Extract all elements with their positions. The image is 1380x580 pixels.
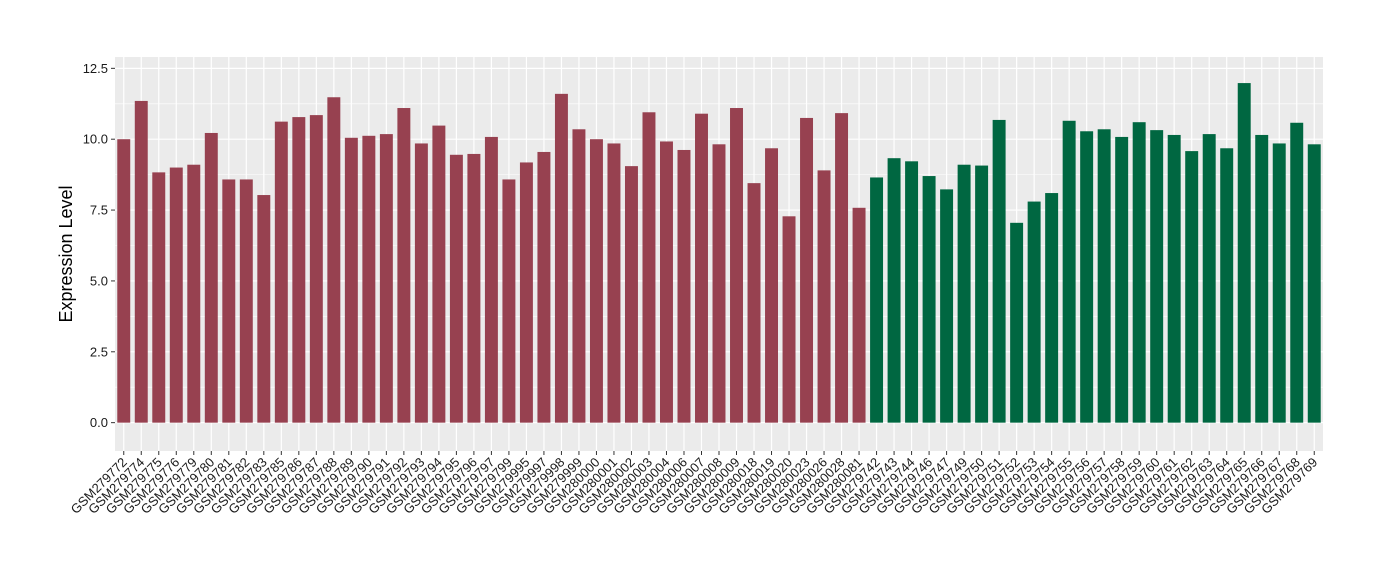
y-axis: 0.0 2.5 5.0 7.5 10.0 12.5 <box>83 61 115 430</box>
bar-gsm279781 <box>222 179 236 423</box>
bar-gsm279789 <box>344 137 358 423</box>
bar-gsm280004 <box>660 141 673 423</box>
bar-gsm279775 <box>152 172 166 423</box>
bar-gsm279795 <box>449 154 463 423</box>
bar-gsm279791 <box>379 134 393 423</box>
bar-gsm280019 <box>765 148 778 423</box>
bar-gsm279746 <box>922 176 936 423</box>
bar-gsm279997 <box>537 151 551 423</box>
bar-gsm279766 <box>1255 134 1269 423</box>
y-tick-label: 0.0 <box>90 415 108 430</box>
bar-gsm279761 <box>1167 134 1181 423</box>
bar-gsm279743 <box>887 158 901 423</box>
bar-gsm279752 <box>1010 222 1024 423</box>
bar-gsm279782 <box>239 179 253 423</box>
bar-gsm280007 <box>695 113 708 423</box>
bar-gsm280020 <box>782 216 796 423</box>
bar-gsm279776 <box>169 167 183 423</box>
bar-gsm279774 <box>134 100 148 423</box>
bar-gsm279753 <box>1027 201 1041 423</box>
bar-gsm279768 <box>1290 122 1304 423</box>
x-axis: GSM279772GSM279774GSM279775GSM279776GSM2… <box>68 451 1320 517</box>
bar-gsm279786 <box>292 117 306 423</box>
y-tick-label: 10.0 <box>83 132 108 147</box>
bar-gsm280006 <box>677 149 691 423</box>
bar-gsm279756 <box>1080 131 1094 423</box>
bar-gsm279998 <box>554 93 568 423</box>
bar-gsm280002 <box>624 166 638 423</box>
bar-gsm279788 <box>327 97 341 423</box>
bar-gsm279765 <box>1237 83 1251 423</box>
bar-gsm279779 <box>187 164 201 423</box>
bar-gsm280081 <box>852 207 866 423</box>
bar-gsm279995 <box>519 162 533 423</box>
bar-gsm279767 <box>1272 143 1286 423</box>
bar-gsm279794 <box>432 125 446 423</box>
bar-gsm279754 <box>1045 193 1059 423</box>
bar-gsm279764 <box>1220 148 1234 423</box>
y-axis-title: Expression Level <box>56 185 76 322</box>
bar-gsm279759 <box>1132 122 1146 423</box>
bar-gsm279796 <box>467 153 481 423</box>
y-tick-label: 12.5 <box>83 61 108 76</box>
bar-gsm279797 <box>484 136 498 423</box>
bar-gsm280026 <box>817 170 831 423</box>
bar-gsm280003 <box>642 112 656 423</box>
bar-gsm280000 <box>589 139 603 423</box>
bar-gsm279780 <box>204 132 218 423</box>
bar-gsm279799 <box>502 179 516 423</box>
bar-gsm279751 <box>992 119 1006 423</box>
bar-gsm279747 <box>940 189 954 423</box>
bar-gsm279772 <box>117 139 131 423</box>
bar-gsm279760 <box>1150 130 1164 423</box>
y-tick-label: 5.0 <box>90 273 108 288</box>
bar-gsm279999 <box>572 129 586 423</box>
bar-gsm280018 <box>747 183 761 423</box>
bar-gsm280001 <box>607 143 621 423</box>
bar-gsm279787 <box>309 115 323 423</box>
bar-gsm279790 <box>362 135 376 423</box>
bar-gsm279742 <box>870 177 884 423</box>
bar-gsm279744 <box>905 161 919 423</box>
bar-gsm279755 <box>1062 120 1076 423</box>
bar-gsm280008 <box>712 144 726 423</box>
bar-gsm279749 <box>957 164 971 423</box>
y-tick-label: 7.5 <box>90 203 108 218</box>
bar-gsm279785 <box>274 121 288 423</box>
bar-gsm280023 <box>800 117 814 423</box>
bar-gsm279762 <box>1185 151 1199 423</box>
bar-gsm279769 <box>1307 144 1321 423</box>
bars <box>117 83 1321 423</box>
bar-gsm279783 <box>257 195 271 423</box>
bar-gsm279758 <box>1115 136 1129 423</box>
bar-gsm280009 <box>730 108 743 423</box>
y-tick-label: 2.5 <box>90 344 108 359</box>
bar-gsm279763 <box>1202 134 1216 423</box>
bar-gsm279757 <box>1097 129 1111 423</box>
bar-gsm280028 <box>835 113 849 423</box>
bar-gsm279793 <box>414 143 428 423</box>
bar-gsm279792 <box>397 108 411 423</box>
bar-gsm279750 <box>975 165 989 423</box>
